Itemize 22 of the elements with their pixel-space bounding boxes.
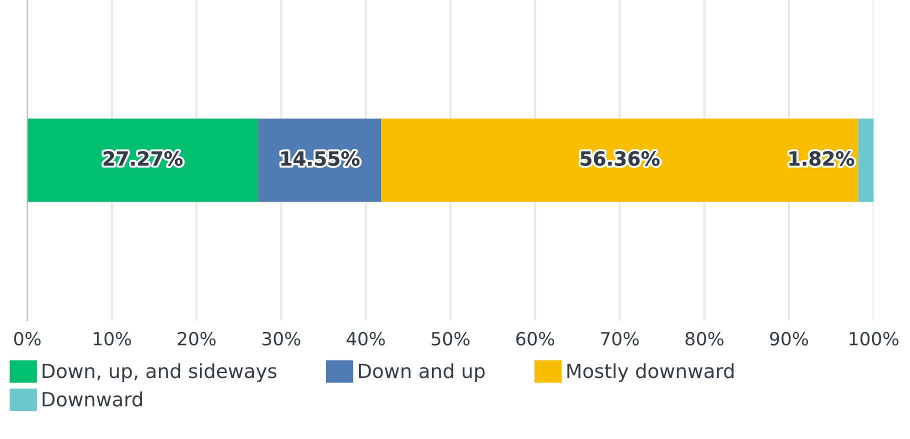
x-tick-label: 80% — [686, 332, 724, 346]
x-tick-label: 40% — [346, 332, 385, 346]
data-label: 14.55% — [281, 151, 360, 166]
x-tick-label: 100% — [850, 332, 898, 346]
data-label: 1.82% — [790, 151, 854, 166]
x-tick-label: 20% — [178, 332, 216, 346]
x-tick-label: 90% — [770, 332, 808, 346]
legend-label: Downward — [42, 392, 142, 407]
x-tick-label: 0% — [14, 332, 41, 346]
legend-label: Mostly downward — [567, 363, 734, 382]
x-tick-label: 50% — [432, 332, 470, 346]
data-label: 56.36% — [580, 151, 660, 166]
x-tick-label: 30% — [262, 332, 300, 346]
bar — [858, 118, 874, 202]
x-tick-label: 70% — [601, 332, 639, 346]
bar — [381, 118, 858, 202]
bar — [27, 118, 258, 202]
x-tick-label: 60% — [516, 332, 554, 346]
legend-label: Down, up, and sideways — [42, 363, 276, 382]
legend-label: Down and up — [358, 363, 485, 382]
data-label: 27.27% — [104, 151, 183, 166]
x-tick-label: 10% — [94, 332, 131, 346]
